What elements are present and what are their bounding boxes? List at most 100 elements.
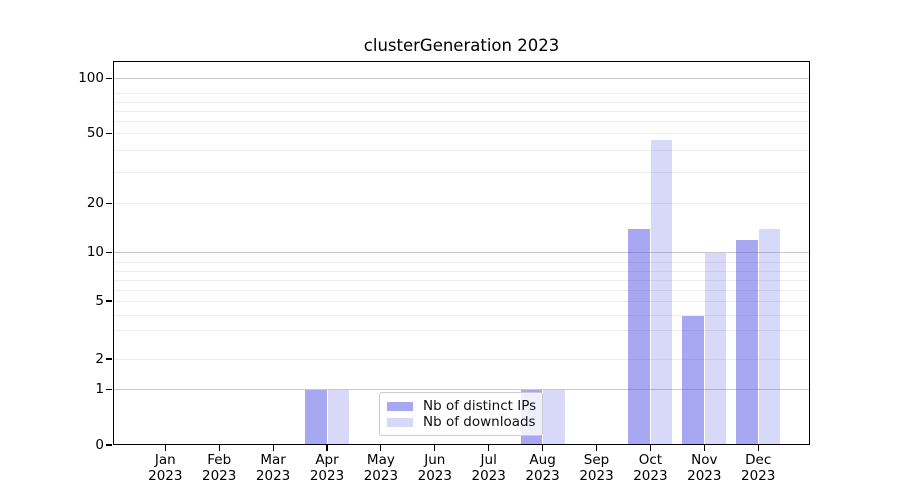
x-tick-mark	[542, 445, 544, 451]
y-gridline-minor	[113, 300, 810, 302]
chart-title: clusterGeneration 2023	[363, 36, 560, 55]
legend: Nb of distinct IPs Nb of downloads	[379, 392, 543, 436]
year-label: 2023	[417, 468, 452, 484]
bar-downloads-apr	[327, 389, 349, 445]
bar-downloads-aug	[543, 389, 565, 445]
y-gridline-minor	[113, 261, 810, 263]
bar-downloads-dec	[758, 228, 781, 445]
month-label: Jul	[480, 452, 497, 468]
y-tick-label: 10	[86, 244, 104, 260]
legend-swatch-downloads	[387, 417, 413, 427]
y-tick-mark	[106, 202, 112, 204]
x-tick-label-dec: Dec 2023	[730, 452, 786, 484]
x-tick-mark	[757, 445, 759, 451]
y-tick-mark	[106, 300, 112, 302]
y-gridline-minor	[113, 315, 810, 317]
year-label: 2023	[741, 468, 776, 484]
x-tick-mark	[434, 445, 436, 451]
x-tick-mark	[595, 445, 598, 451]
year-label: 2023	[309, 468, 345, 484]
y-gridline-minor	[113, 133, 810, 134]
month-label: Feb	[207, 452, 232, 468]
x-tick-label-mar: Mar 2023	[245, 452, 301, 484]
x-tick-mark	[380, 445, 382, 451]
x-tick-mark	[703, 445, 705, 451]
y-gridline-major	[113, 252, 810, 253]
month-label: May	[366, 452, 395, 468]
x-tick-mark	[649, 445, 651, 451]
year-label: 2023	[579, 468, 614, 484]
y-tick-label: 0	[95, 436, 104, 453]
month-label: Jan	[154, 452, 176, 468]
month-label: Sep	[583, 452, 610, 468]
x-tick-mark	[218, 445, 220, 451]
y-tick-mark	[106, 132, 112, 135]
year-label: 2023	[687, 468, 722, 484]
year-label: 2023	[148, 468, 183, 484]
legend-label-downloads: Nb of downloads	[423, 414, 536, 430]
year-label: 2023	[633, 468, 668, 484]
x-tick-label-jun: Jun 2023	[407, 452, 463, 484]
y-gridline-minor	[113, 102, 810, 104]
month-label: Nov	[691, 452, 718, 468]
month-label: Aug	[529, 452, 556, 468]
x-tick-label-may: May 2023	[353, 452, 409, 484]
year-label: 2023	[363, 468, 399, 484]
x-tick-label-jan: Jan 2023	[137, 452, 193, 484]
y-gridline-minor	[113, 270, 810, 272]
y-gridline-major	[113, 389, 810, 390]
y-tick-label: 100	[78, 70, 104, 86]
month-label: Apr	[315, 452, 339, 468]
month-label: Dec	[745, 452, 772, 468]
y-gridline-minor	[113, 358, 810, 360]
x-tick-label-oct: Oct 2023	[622, 452, 678, 484]
x-tick-label-apr: Apr 2023	[299, 452, 355, 484]
y-tick-mark	[106, 444, 112, 446]
y-gridline-minor	[113, 121, 810, 123]
y-tick-label: 1	[95, 381, 104, 397]
x-tick-mark	[488, 445, 490, 451]
y-tick-mark	[106, 251, 112, 254]
x-tick-mark	[326, 445, 328, 451]
y-gridline-minor	[113, 330, 810, 332]
x-tick-label-jul: Jul 2023	[461, 452, 517, 484]
axis-spine-bottom	[113, 443, 810, 446]
y-tick-label: 20	[86, 194, 104, 211]
axis-spine-top	[113, 61, 810, 63]
legend-label-distinct-ips: Nb of distinct IPs	[423, 398, 537, 414]
month-label: Jun	[424, 452, 446, 468]
y-gridline-minor	[113, 171, 810, 173]
year-label: 2023	[202, 468, 237, 484]
x-tick-label-nov: Nov 2023	[676, 452, 732, 484]
x-tick-mark	[272, 445, 274, 451]
x-tick-label-feb: Feb 2023	[191, 452, 247, 484]
axis-spine-left	[113, 61, 115, 445]
y-gridline-minor	[113, 111, 810, 113]
legend-item-distinct-ips: Nb of distinct IPs	[387, 398, 537, 414]
bar-distinct-ips-dec	[736, 239, 758, 445]
bar-distinct-ips-apr	[305, 389, 327, 445]
year-label: 2023	[471, 468, 506, 484]
x-tick-mark	[164, 445, 166, 451]
y-gridline-minor	[113, 149, 810, 151]
year-label: 2023	[255, 468, 291, 484]
month-label: Oct	[638, 452, 663, 468]
x-tick-label-aug: Aug 2023	[515, 452, 571, 484]
y-tick-mark	[106, 388, 112, 391]
y-tick-label: 5	[95, 292, 104, 309]
bar-downloads-oct	[650, 139, 673, 445]
y-tick-mark	[106, 77, 112, 80]
plot-area: Nb of distinct IPs Nb of downloads 0 1 2 5 1…	[78, 61, 810, 484]
y-gridline-minor	[113, 202, 810, 204]
year-label: 2023	[525, 468, 560, 484]
y-gridline-minor	[113, 92, 810, 94]
y-tick-mark	[106, 358, 112, 360]
y-tick-label: 50	[86, 125, 104, 141]
x-tick-label-sep: Sep 2023	[569, 452, 625, 484]
legend-item-downloads: Nb of downloads	[387, 414, 536, 430]
y-gridline-minor	[113, 289, 810, 291]
month-label: Mar	[260, 452, 286, 468]
y-gridline-major	[113, 78, 810, 79]
bar-distinct-ips-oct	[628, 228, 650, 445]
